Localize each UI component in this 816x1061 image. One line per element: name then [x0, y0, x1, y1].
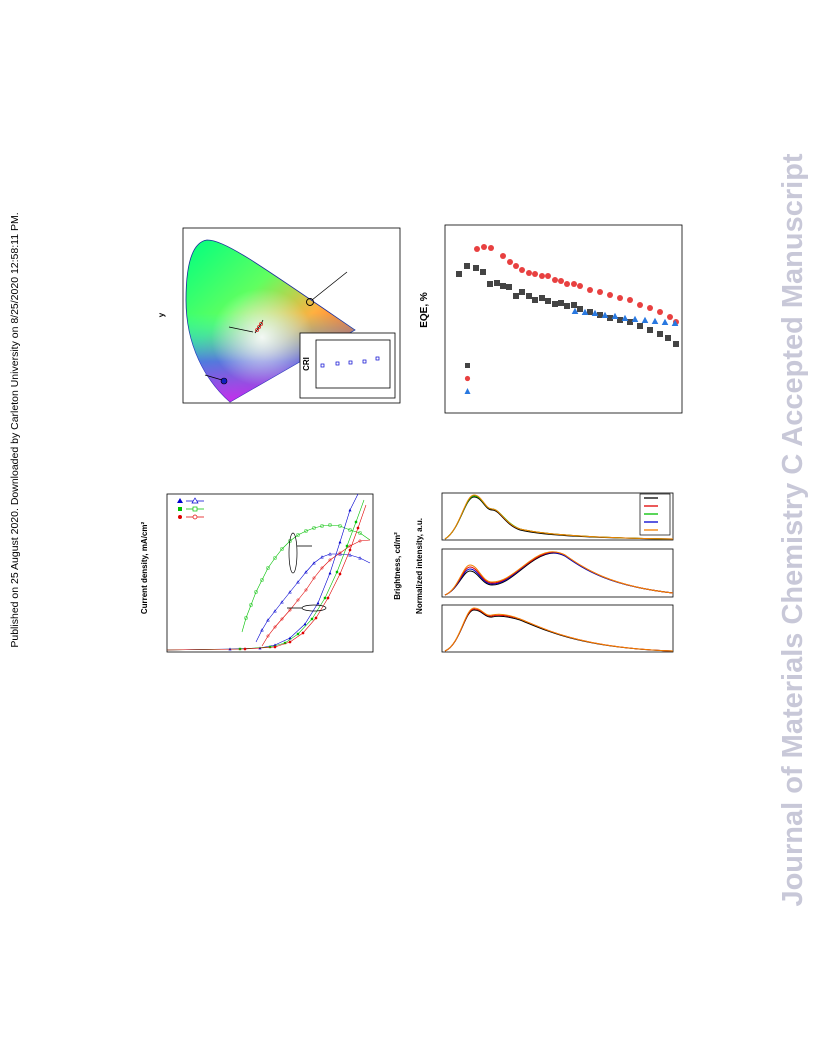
- legend-marker: [465, 363, 470, 368]
- watermark: Journal of Materials Chemistry C Accepte…: [777, 153, 809, 906]
- frame: [166, 493, 374, 653]
- ellipse: [288, 532, 298, 574]
- axis-label: Normalized intensity, a.u.: [415, 518, 424, 614]
- arrow: [228, 326, 254, 333]
- eqe-series-red: [474, 244, 679, 325]
- axis-label: Brightness, cd/m²: [393, 532, 402, 600]
- gamut-white: [186, 240, 355, 402]
- frame: [182, 227, 401, 404]
- inset-points: [320, 356, 380, 368]
- frame: [441, 604, 674, 653]
- eqe-series-blue: [571, 307, 679, 326]
- jvl-panel: Current density, mA/cm²: [140, 493, 374, 653]
- ellipse: [301, 604, 327, 612]
- cie-point: [306, 298, 314, 306]
- frame: [444, 224, 683, 414]
- frame: [441, 492, 674, 541]
- download-notice: Published on 25 August 2020. Downloaded …: [9, 212, 21, 647]
- red-brightness: [166, 504, 367, 651]
- cie-points: [254, 319, 264, 334]
- axis-label: EQE, %: [419, 292, 430, 328]
- blue-curve: [255, 554, 371, 643]
- spectrum-middle: [444, 551, 674, 596]
- legend: [177, 497, 204, 520]
- legend-marker: [464, 375, 471, 382]
- cie-point: [220, 377, 228, 385]
- green-brightness: [166, 499, 365, 651]
- arrow: [311, 271, 348, 301]
- axis-label: y: [157, 312, 166, 317]
- arrow: [204, 374, 223, 381]
- legend-marker: [464, 388, 471, 394]
- spectra-panel: Brightness, cd/m² Normalized intensity, …: [393, 492, 674, 653]
- eqe-panel: EQE, %: [419, 224, 683, 414]
- spectrum-bottom: [444, 607, 674, 652]
- green-curve: [241, 523, 371, 633]
- frame: [441, 548, 674, 598]
- legend: [644, 497, 658, 531]
- spectrum-top: [444, 494, 674, 540]
- axis-label: Current density, mA/cm²: [140, 522, 149, 615]
- cie-panel: y CRI: [157, 227, 401, 404]
- eqe-series-gray: [456, 263, 679, 347]
- inset-frame: [315, 339, 391, 389]
- axis-label: CRI: [302, 357, 311, 371]
